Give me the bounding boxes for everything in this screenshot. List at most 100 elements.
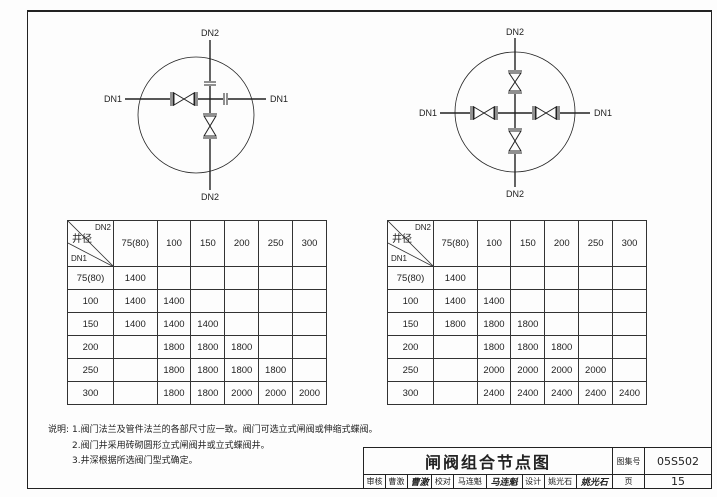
note-item: 3.井深根据所选阀门型式确定。 xyxy=(72,456,198,466)
diagonal-lines xyxy=(388,221,434,267)
table-cell xyxy=(510,266,546,290)
table-cell: 1400 xyxy=(433,289,478,313)
left-dn1-right-label: DN1 xyxy=(270,94,288,104)
table-row: 200 1800 1800 1800 xyxy=(67,335,327,359)
notes: 说明: 1.阀门法兰及管件法兰的各部尺寸应一致。阀门可选立式闸阀或伸缩式蝶阀。 … xyxy=(48,423,378,470)
table-cell: 1800 xyxy=(544,335,580,359)
column-header: 75(80) xyxy=(433,220,478,267)
table-row: 250 2000 2000 2000 2000 xyxy=(387,358,647,382)
table-cell xyxy=(113,381,158,405)
table-cell: 2000 xyxy=(224,381,260,405)
table-cell xyxy=(578,335,614,359)
atlas-label: 图集号 xyxy=(612,447,645,475)
table-cell: 1800 xyxy=(156,358,192,382)
table-row: 150 1400 1400 1400 xyxy=(67,312,327,336)
table-cell: 1800 xyxy=(156,335,192,359)
table-cell: 2400 xyxy=(544,381,580,405)
column-header: 300 xyxy=(612,220,647,267)
page-number: 15 xyxy=(644,474,712,489)
notes-label: 说明: xyxy=(48,425,70,435)
table-cell xyxy=(544,289,580,313)
designer-signature: 姚光石 xyxy=(575,474,614,489)
table-cell: 1400 xyxy=(113,312,158,336)
table-row: 75(80) 1400 xyxy=(387,266,647,290)
table-row: 200 1800 1800 1800 xyxy=(387,335,647,359)
table-cell: 1400 xyxy=(113,289,158,313)
well-size-table-right: 井径 DN2 DN1 75(80) 100 150 200 250 300 75(80) 1400 1… xyxy=(387,220,647,405)
row-header: 75(80) xyxy=(67,266,114,290)
column-header: 100 xyxy=(156,220,192,267)
table-cell: 2400 xyxy=(476,381,512,405)
table-cell xyxy=(258,312,294,336)
table-cell: 2000 xyxy=(510,358,546,382)
table-cell: 2000 xyxy=(476,358,512,382)
right-dn1-right-label: DN1 xyxy=(594,108,612,118)
table-cell xyxy=(190,266,226,290)
left-dn2-top-label: DN2 xyxy=(201,28,219,38)
table-cell xyxy=(433,335,478,359)
left-dn2-bottom-label: DN2 xyxy=(201,192,219,202)
table-cell: 1800 xyxy=(258,358,294,382)
column-header: 75(80) xyxy=(113,220,158,267)
table-cell: 1400 xyxy=(156,289,192,313)
table-cell xyxy=(258,289,294,313)
corner-row-axis: DN1 xyxy=(71,254,88,263)
designer-name: 姚光石 xyxy=(543,474,577,489)
gate-valve-icon xyxy=(470,106,498,120)
table-cell: 1800 xyxy=(433,312,478,336)
note-item: 2.阀门井采用砖砌圆形立式闸阀井或立式蝶阀井。 xyxy=(72,440,270,451)
table-row: 100 1400 1400 xyxy=(67,289,327,313)
table-cell xyxy=(433,381,478,405)
table-row: 250 1800 1800 1800 1800 xyxy=(67,358,327,382)
table-cell: 1800 xyxy=(476,312,512,336)
checker-signature: 马连魁 xyxy=(485,474,523,489)
corner-main: 井径 xyxy=(72,234,92,245)
table-cell xyxy=(578,266,614,290)
table-cell xyxy=(612,289,647,313)
left-dn1-left-label: DN1 xyxy=(104,94,122,104)
table-cell: 1800 xyxy=(476,335,512,359)
table-cell: 2000 xyxy=(258,381,294,405)
title-block: 闸阀组合节点图 图集号 05S502 审核 曹激 曹激 校对 马连魁 马连魁 设… xyxy=(363,447,712,489)
design-label: 设计 xyxy=(521,474,545,489)
check-label: 校对 xyxy=(431,474,455,489)
table-cell: 1800 xyxy=(510,312,546,336)
right-dn2-top-label: DN2 xyxy=(506,27,524,37)
table-cell xyxy=(510,289,546,313)
valve-diagrams: DN2 DN2 DN1 DN1 xyxy=(104,27,612,202)
table-row: 100 1400 1400 xyxy=(387,289,647,313)
row-header: 200 xyxy=(67,335,114,359)
table-row: 300 2400 2400 2400 2400 2400 xyxy=(387,381,647,405)
table-cell: 2000 xyxy=(544,358,580,382)
table-cell xyxy=(113,335,158,359)
table-cell: 2400 xyxy=(510,381,546,405)
table-cell: 1800 xyxy=(190,381,226,405)
column-header: 250 xyxy=(258,220,294,267)
row-header: 150 xyxy=(387,312,434,336)
checker-name: 马连魁 xyxy=(453,474,487,489)
column-header: 150 xyxy=(510,220,546,267)
row-header: 100 xyxy=(387,289,434,313)
flange-icon xyxy=(204,81,216,86)
diagram-right xyxy=(440,38,590,187)
table-cell xyxy=(292,289,327,313)
reviewer-signature: 曹激 xyxy=(406,474,433,489)
table-cell xyxy=(258,335,294,359)
row-header: 75(80) xyxy=(387,266,434,290)
table-cell xyxy=(292,312,327,336)
row-header: 250 xyxy=(387,358,434,382)
table-cell xyxy=(292,266,327,290)
column-header: 150 xyxy=(190,220,226,267)
table-corner-header: 井径 DN2 DN1 xyxy=(387,220,434,267)
well-size-table-left: 井径 DN2 DN1 75(80) 100 150 200 250 300 75(80) 1400 1… xyxy=(67,220,327,405)
table-cell: 2000 xyxy=(578,358,614,382)
column-header: 300 xyxy=(292,220,327,267)
page-label: 页 xyxy=(612,474,645,489)
corner-row-axis: DN1 xyxy=(391,254,408,263)
table-cell xyxy=(224,289,260,313)
corner-main: 井径 xyxy=(392,234,412,245)
well-circle xyxy=(137,56,255,174)
table-cell xyxy=(433,358,478,382)
column-header: 200 xyxy=(544,220,580,267)
